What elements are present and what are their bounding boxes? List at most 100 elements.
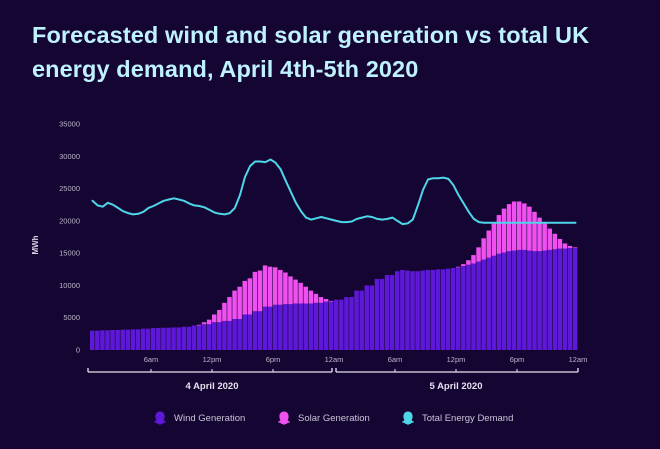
wind-bar [196,325,202,350]
solar-bar [232,290,237,320]
wind-bar [481,259,486,350]
solar-bar [471,255,476,264]
solar-bar [542,223,547,251]
wind-bar [511,250,517,350]
wind-bar [496,253,502,350]
solar-bar [252,271,258,312]
wind-bar [222,320,227,350]
y-tick-label: 10000 [59,281,80,290]
wind-bar [379,278,385,350]
wind-bar [135,329,141,350]
wind-bar [339,299,344,350]
solar-bar [247,278,253,315]
wind-bar [262,306,268,350]
solar-bar [527,206,532,251]
legend-label: Total Energy Demand [422,412,514,424]
x-tick-label: 6pm [266,355,281,364]
wind-bar [161,327,166,350]
solar-bar [288,276,293,305]
solar-bar [273,267,278,305]
solar-bar [283,272,288,305]
demand-line [91,158,577,226]
solar-bar [217,309,222,323]
wind-bar [369,285,375,350]
solar-bar [572,247,578,248]
wind-bar [171,327,176,350]
wind-bar [318,302,324,350]
solar-bar [476,247,481,262]
octopus-icon [277,411,291,425]
wind-bar [542,250,547,350]
x-tick-label: 6am [388,355,403,364]
wind-bar [374,278,380,350]
x-tick-label: 6am [144,355,159,364]
wind-bar [359,290,364,350]
wind-bar [130,329,136,350]
solar-bar [562,243,568,249]
solar-bar [318,297,324,303]
wind-bar [257,311,263,350]
wind-bar [567,247,573,350]
solar-bar [328,300,334,302]
solar-bar [227,297,232,321]
wind-bar [456,267,461,350]
wind-bar [323,301,329,350]
wind-bar [389,275,395,350]
wind-bar [186,326,192,350]
wind-bar [201,324,207,350]
wind-bar [90,330,95,350]
wind-bar [273,304,278,350]
solar-bar [206,319,212,325]
y-tick-label: 0 [76,346,80,355]
legend-label: Wind Generation [174,412,246,424]
wind-bar [303,303,308,350]
solar-bar [237,286,242,320]
wind-bar [278,304,283,350]
wind-bar [491,255,497,350]
y-tick-label: 35000 [59,120,80,129]
solar-bar [323,298,329,302]
wind-bar [181,326,186,350]
wind-bar [415,271,420,350]
wind-bar [267,306,273,350]
wind-bar [450,267,456,350]
wind-bar [100,330,105,350]
wind-bar [308,303,314,350]
solar-bar [278,269,283,305]
wind-bar [191,325,197,350]
solar-bar [293,279,298,304]
wind-bar [145,328,151,350]
solar-bar [196,324,202,326]
wind-bar [227,320,232,350]
wind-bar [476,261,481,350]
y-tick-label: 30000 [59,152,80,161]
wind-bar [349,297,354,350]
wind-bar [212,322,217,350]
solar-bar [298,282,303,304]
wind-bar [206,324,212,350]
wind-bar [547,249,552,350]
y-tick-label: 15000 [59,249,80,258]
wind-bar [120,329,125,350]
wind-bar [298,303,303,350]
solar-bar [201,322,207,325]
wind-bar [552,249,558,350]
solar-bar [308,290,314,304]
solar-bar [511,201,517,251]
wind-bar [95,330,100,350]
wind-bar [522,249,527,350]
solar-bar [486,230,491,258]
wind-bar [293,303,298,350]
x-tick-label: 12am [325,355,344,364]
solar-bar [222,302,227,321]
solar-bar [496,215,502,254]
wind-bar [334,299,339,350]
legend-item: Total Energy Demand [400,410,513,426]
solar-bar [537,217,542,252]
wind-bar [247,314,253,350]
solar-bar [517,201,522,250]
x-tick-label: 12am [569,355,588,364]
solar-bar [557,238,563,249]
wind-bar [395,271,400,350]
solar-bar [461,264,466,267]
